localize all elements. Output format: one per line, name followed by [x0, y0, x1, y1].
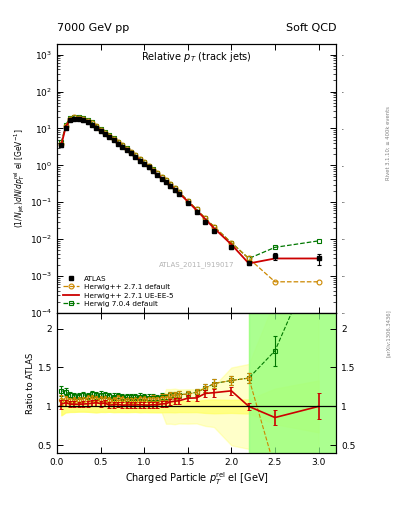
Text: 7000 GeV pp: 7000 GeV pp — [57, 23, 129, 33]
X-axis label: Charged Particle $p^\mathrm{rel}_T$ el [GeV]: Charged Particle $p^\mathrm{rel}_T$ el [… — [125, 470, 268, 486]
Text: Rivet 3.1.10; ≥ 400k events: Rivet 3.1.10; ≥ 400k events — [386, 106, 391, 180]
Text: [arXiv:1306.3436]: [arXiv:1306.3436] — [386, 309, 391, 357]
Legend: ATLAS, Herwig++ 2.7.1 default, Herwig++ 2.7.1 UE-EE-5, Herwig 7.0.4 default: ATLAS, Herwig++ 2.7.1 default, Herwig++ … — [61, 273, 176, 309]
Y-axis label: Ratio to ATLAS: Ratio to ATLAS — [26, 352, 35, 414]
Text: Relative $p_T$ (track jets): Relative $p_T$ (track jets) — [141, 50, 252, 65]
Text: ATLAS_2011_I919017: ATLAS_2011_I919017 — [159, 261, 234, 268]
Y-axis label: $(1/N_\mathrm{jet})dN/dp^\mathrm{rel}_T$ el [GeV$^{-1}$]: $(1/N_\mathrm{jet})dN/dp^\mathrm{rel}_T$… — [13, 129, 27, 228]
Text: Soft QCD: Soft QCD — [286, 23, 336, 33]
